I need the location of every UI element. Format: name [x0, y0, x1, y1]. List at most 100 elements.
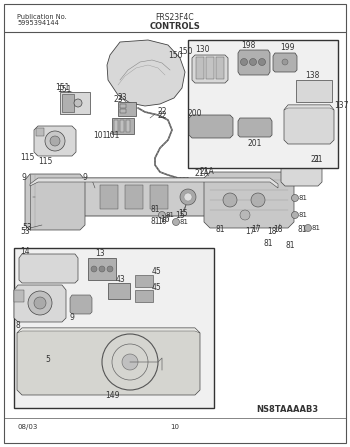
Polygon shape: [17, 328, 200, 333]
Text: 53: 53: [22, 224, 32, 232]
Text: 9: 9: [83, 173, 88, 182]
Text: 16: 16: [160, 215, 170, 224]
Text: 130: 130: [195, 46, 210, 55]
Text: 81: 81: [299, 212, 308, 218]
Text: 81: 81: [285, 240, 295, 249]
Circle shape: [240, 210, 250, 220]
Text: 200: 200: [188, 109, 203, 118]
Polygon shape: [238, 118, 272, 137]
Text: 23: 23: [118, 93, 128, 102]
Text: 8: 8: [16, 320, 21, 329]
Circle shape: [282, 59, 288, 65]
Text: 9: 9: [70, 313, 75, 322]
Text: 81: 81: [263, 240, 273, 249]
Circle shape: [50, 136, 60, 146]
Text: 13: 13: [95, 249, 105, 258]
Text: 81: 81: [150, 218, 160, 227]
Polygon shape: [189, 115, 233, 138]
Text: 81: 81: [297, 225, 307, 235]
Circle shape: [251, 193, 265, 207]
Polygon shape: [70, 295, 92, 314]
Polygon shape: [17, 328, 200, 395]
Bar: [296, 80, 332, 102]
Text: 16: 16: [157, 218, 167, 227]
Text: 45: 45: [152, 267, 162, 277]
Bar: [120, 120, 124, 132]
Circle shape: [107, 266, 113, 272]
Bar: [108, 283, 130, 299]
Text: 10: 10: [170, 424, 180, 430]
Text: 08/03: 08/03: [18, 424, 38, 430]
Text: 17: 17: [251, 225, 261, 235]
Text: 15: 15: [175, 211, 185, 219]
Text: 45: 45: [152, 283, 162, 292]
Text: 151: 151: [57, 85, 71, 94]
Text: 53: 53: [20, 228, 30, 236]
Text: 115: 115: [20, 153, 34, 163]
Bar: [14, 248, 214, 408]
Bar: [120, 109, 126, 113]
Bar: [206, 57, 214, 79]
Polygon shape: [281, 162, 322, 166]
Circle shape: [304, 224, 312, 232]
Text: Publication No.: Publication No.: [17, 14, 67, 20]
Circle shape: [240, 59, 247, 66]
Polygon shape: [30, 178, 278, 216]
Polygon shape: [19, 254, 78, 283]
Bar: [62, 94, 74, 112]
Circle shape: [223, 193, 237, 207]
Polygon shape: [204, 172, 294, 228]
Text: 21: 21: [313, 156, 323, 164]
Text: 101: 101: [93, 131, 107, 140]
Text: 14: 14: [20, 248, 30, 257]
Polygon shape: [30, 178, 278, 188]
Polygon shape: [34, 126, 76, 156]
Bar: [100, 185, 118, 209]
Text: 150: 150: [178, 47, 193, 56]
Bar: [118, 102, 136, 116]
Text: 81: 81: [166, 212, 175, 218]
Text: 21: 21: [310, 156, 320, 164]
Text: 81: 81: [215, 225, 225, 235]
Polygon shape: [284, 105, 334, 110]
Bar: [114, 120, 118, 132]
Bar: [188, 40, 338, 168]
Circle shape: [184, 193, 192, 201]
Text: 21A: 21A: [195, 169, 209, 177]
Text: 17: 17: [245, 228, 255, 236]
Text: 21A: 21A: [200, 168, 215, 177]
Text: 199: 199: [280, 43, 295, 52]
Bar: [150, 185, 168, 209]
Text: 18: 18: [267, 228, 277, 236]
Circle shape: [34, 297, 46, 309]
Text: 22: 22: [157, 107, 167, 117]
Polygon shape: [273, 53, 297, 72]
Circle shape: [292, 211, 299, 219]
Text: 5995394144: 5995394144: [17, 20, 59, 26]
Polygon shape: [192, 55, 228, 83]
Bar: [125, 185, 143, 209]
Text: 22: 22: [157, 110, 167, 119]
Text: 15: 15: [178, 208, 188, 218]
Polygon shape: [107, 40, 185, 106]
Text: 150: 150: [168, 51, 182, 59]
Bar: [60, 92, 90, 114]
Polygon shape: [284, 105, 334, 144]
Circle shape: [250, 59, 257, 66]
Bar: [135, 290, 153, 302]
Bar: [135, 275, 153, 287]
Text: 198: 198: [241, 42, 255, 51]
Bar: [196, 57, 204, 79]
Text: 81: 81: [180, 219, 189, 225]
Circle shape: [259, 59, 266, 66]
Text: 101: 101: [105, 131, 119, 140]
Text: 81: 81: [299, 195, 308, 201]
Polygon shape: [25, 174, 85, 230]
Text: 115: 115: [38, 157, 52, 166]
Circle shape: [74, 99, 82, 107]
Circle shape: [180, 189, 196, 205]
Bar: [88, 258, 116, 280]
Text: 137: 137: [334, 101, 349, 110]
Text: 5: 5: [46, 355, 50, 364]
Text: FRS23F4C: FRS23F4C: [156, 13, 194, 22]
